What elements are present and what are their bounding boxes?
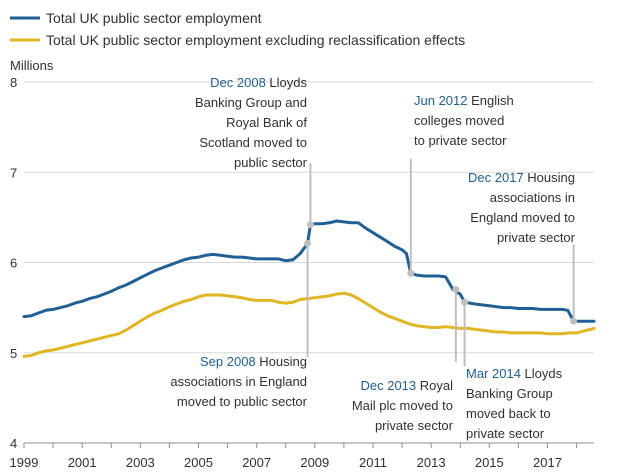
annotation-marker (304, 240, 312, 248)
x-axis: 1999 2001 2003 2005 2007 2009 2011 2013 2015 2017 (10, 442, 594, 470)
annotation-dec-2013: Dec 2013 Royal Mail plc moved to private s… (352, 286, 460, 433)
annotation-text-line: private sector (375, 418, 454, 433)
annotation-text-line: moved to public sector (177, 394, 308, 409)
annotation-date: Jun 2012 (414, 93, 471, 108)
annotation-mar-2014: Mar 2014 Lloyds Banking Group moved back t… (461, 298, 563, 441)
annotation-text-line: England moved to (470, 210, 575, 225)
x-tick-label: 2009 (300, 455, 329, 470)
series-line-2 (22, 291, 596, 358)
annotation-text-line: Mar 2014 Lloyds (466, 366, 563, 381)
gridlines (24, 81, 594, 354)
x-tick-label: 2013 (417, 455, 446, 470)
annotation-text-line: private sector (497, 230, 576, 245)
annotation-text: English (471, 93, 514, 108)
annotation-text-line: Banking Group and (195, 95, 307, 110)
annotation-marker (306, 221, 314, 229)
annotation-text-line: associations in England (170, 374, 307, 389)
y-tick-label: 4 (10, 436, 17, 451)
x-tick-label: 1999 (10, 455, 39, 470)
x-tick-label: 2011 (359, 455, 387, 470)
annotation-text-line: Jun 2012 English (414, 93, 514, 108)
y-axis-label: Millions (10, 58, 54, 73)
annotation-text: Royal (420, 378, 453, 393)
annotation-marker (461, 298, 469, 306)
annotation-text-line: Dec 2008 Lloyds (210, 75, 307, 90)
annotation-dec-2017: Dec 2017 Housing associations in England m… (468, 170, 578, 325)
annotation-marker (407, 269, 415, 277)
y-tick-label: 7 (10, 165, 17, 180)
annotation-text-line: colleges moved (414, 113, 504, 128)
annotation-text-line: associations in (490, 190, 575, 205)
annotation-date: Dec 2013 (360, 378, 419, 393)
annotation-jun-2012: Jun 2012 English colleges moved to private… (407, 93, 514, 277)
y-axis-ticks: 4 5 6 7 8 (10, 75, 17, 451)
annotation-dec-2008: Dec 2008 Lloyds Banking Group and Royal Ba… (195, 75, 314, 229)
x-tick-label: 2005 (184, 455, 213, 470)
annotation-date: Mar 2014 (466, 366, 525, 381)
annotation-text-line: to private sector (414, 133, 507, 148)
annotation-text: Housing (259, 354, 307, 369)
annotation-date: Dec 2008 (210, 75, 269, 90)
annotation-sep-2008: Sep 2008 Housing associations in England m… (170, 240, 312, 409)
x-tick-label: 2007 (242, 455, 271, 470)
x-tick-label: 2015 (475, 455, 504, 470)
annotation-text-line: Banking Group (466, 386, 553, 401)
annotation-date: Dec 2017 (468, 170, 527, 185)
x-tick-label: 2017 (533, 455, 562, 470)
annotation-marker (570, 317, 578, 325)
legend-label-1: Total UK public sector employment (46, 10, 262, 26)
annotation-text-line: private sector (466, 426, 545, 441)
annotation-text-line: moved back to (466, 406, 551, 421)
annotation-text-line: Royal Bank of (226, 115, 307, 130)
annotation-text: Lloyds (525, 366, 563, 381)
legend: Total UK public sector employment Total U… (10, 10, 465, 48)
legend-label-2: Total UK public sector employment exclud… (46, 32, 465, 48)
x-tick-label: 2001 (68, 455, 97, 470)
y-tick-label: 8 (10, 75, 17, 90)
annotation-text-line: Scotland moved to (199, 135, 307, 150)
annotation-text-line: public sector (234, 155, 308, 170)
annotation-text: Lloyds (269, 75, 307, 90)
x-tick-label: 2003 (126, 455, 155, 470)
annotation-text-line: Dec 2017 Housing (468, 170, 575, 185)
annotation-text: Housing (527, 170, 575, 185)
annotation-date: Sep 2008 (200, 354, 259, 369)
annotations: Dec 2008 Lloyds Banking Group and Royal Ba… (170, 75, 578, 441)
annotation-text-line: Sep 2008 Housing (200, 354, 307, 369)
annotation-text-line: Dec 2013 Royal (360, 378, 453, 393)
annotation-marker (452, 286, 460, 294)
y-tick-label: 6 (10, 256, 17, 271)
annotation-text-line: Mail plc moved to (352, 398, 453, 413)
y-tick-label: 5 (10, 346, 17, 361)
